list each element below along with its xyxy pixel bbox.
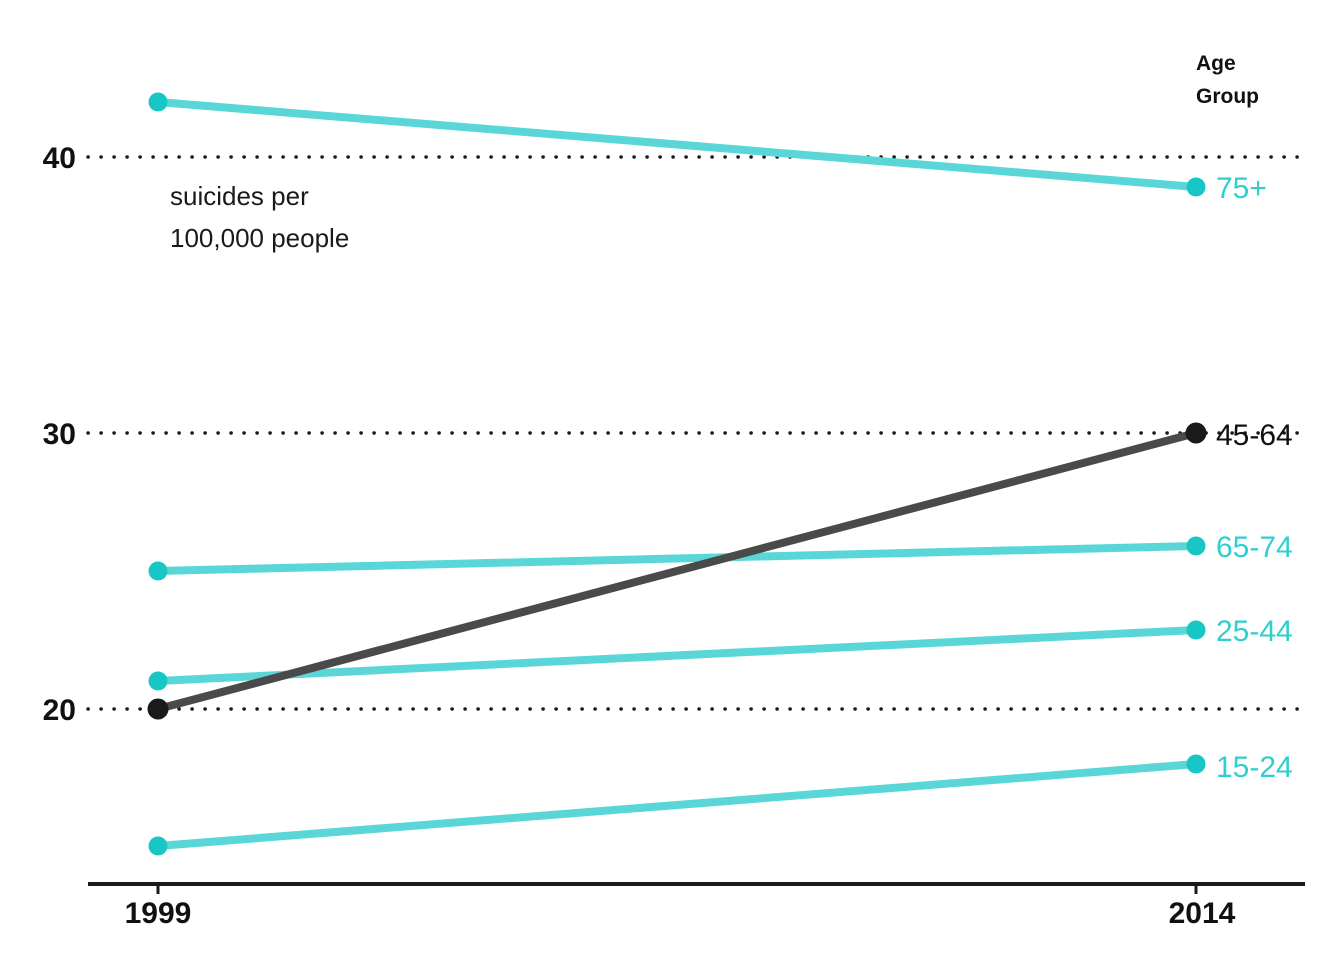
y-axis-tick-label-40: 40 bbox=[43, 142, 76, 175]
series-line-25-44[interactable] bbox=[154, 626, 1200, 685]
marker-45-64-2014[interactable] bbox=[1185, 422, 1207, 444]
series-label-45-64[interactable]: 45-64 bbox=[1216, 419, 1293, 452]
marker-15-24-2014[interactable] bbox=[1186, 754, 1206, 774]
marker-65-74-2014[interactable] bbox=[1186, 536, 1206, 556]
series-lines bbox=[154, 98, 1200, 850]
y-axis-annotation-line-1: suicides per bbox=[170, 181, 309, 211]
series-label-15-24[interactable]: 15-24 bbox=[1216, 751, 1293, 784]
marker-75plus-1999[interactable] bbox=[148, 92, 168, 112]
series-markers bbox=[147, 92, 1207, 856]
x-axis: 1999 2014 bbox=[88, 882, 1305, 930]
legend-title-line-2: Group bbox=[1196, 85, 1259, 108]
marker-25-44-1999[interactable] bbox=[148, 671, 168, 691]
y-axis-tick-label-20: 20 bbox=[43, 694, 76, 727]
marker-25-44-2014[interactable] bbox=[1186, 620, 1206, 640]
series-label-25-44[interactable]: 25-44 bbox=[1216, 615, 1293, 648]
marker-15-24-1999[interactable] bbox=[148, 836, 168, 856]
x-axis-tick-label-2014: 2014 bbox=[1169, 897, 1236, 930]
y-axis-annotation-line-2: 100,000 people bbox=[170, 223, 349, 253]
series-line-75plus[interactable] bbox=[154, 98, 1200, 191]
series-label-65-74[interactable]: 65-74 bbox=[1216, 531, 1293, 564]
marker-75plus-2014[interactable] bbox=[1186, 177, 1206, 197]
legend-title-line-1: Age bbox=[1196, 52, 1236, 75]
series-label-75plus[interactable]: 75+ bbox=[1216, 172, 1267, 205]
y-axis-tick-labels: 40 30 20 bbox=[43, 142, 76, 727]
x-axis-tick-label-1999: 1999 bbox=[125, 897, 192, 930]
y-axis-annotation: suicides per 100,000 people bbox=[170, 181, 349, 253]
series-line-15-24[interactable] bbox=[154, 760, 1200, 850]
marker-65-74-1999[interactable] bbox=[148, 561, 168, 581]
series-line-65-74[interactable] bbox=[154, 542, 1200, 575]
y-axis-tick-label-30: 30 bbox=[43, 418, 76, 451]
series-line-45-64[interactable] bbox=[154, 429, 1200, 713]
series-labels: 75+ 45-64 65-74 25-44 15-24 bbox=[1216, 172, 1293, 784]
legend-title: Age Group bbox=[1196, 52, 1259, 108]
marker-45-64-1999[interactable] bbox=[147, 698, 169, 720]
